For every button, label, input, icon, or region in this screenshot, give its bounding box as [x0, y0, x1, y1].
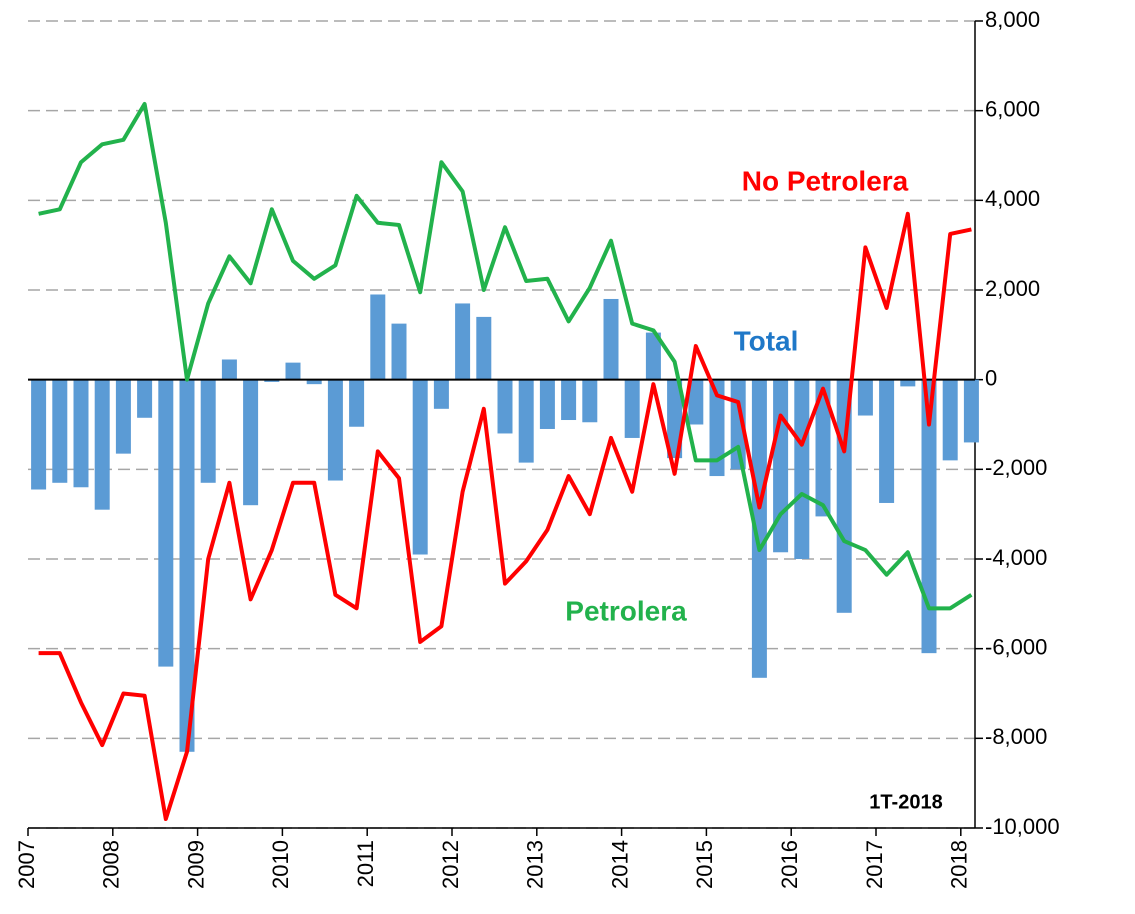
bar — [221, 359, 237, 380]
y-tick-label: 2,000 — [985, 276, 1040, 301]
x-tick-label: 2018 — [947, 840, 972, 889]
annotation: 1T-2018 — [869, 791, 942, 813]
x-tick-label: 2014 — [607, 840, 632, 889]
bar — [667, 379, 683, 459]
x-tick-label: 2015 — [692, 840, 717, 889]
x-tick-label: 2017 — [862, 840, 887, 889]
bar — [412, 379, 428, 555]
series-label: Petrolera — [565, 595, 687, 626]
bar — [179, 379, 195, 752]
x-tick-label: 2010 — [268, 840, 293, 889]
x-tick-label: 2009 — [183, 840, 208, 889]
bar — [115, 379, 131, 454]
bar — [73, 379, 89, 488]
bar — [794, 379, 810, 559]
bar — [391, 323, 407, 380]
bar — [264, 379, 280, 382]
bar — [327, 379, 343, 481]
bar — [306, 379, 322, 385]
bar — [942, 379, 958, 461]
y-tick-label: 6,000 — [985, 96, 1040, 121]
line — [38, 211, 972, 822]
bar — [243, 379, 259, 506]
bar — [370, 294, 386, 380]
bar — [709, 379, 725, 477]
bar — [900, 379, 916, 387]
bar — [518, 379, 534, 463]
bar — [688, 379, 704, 425]
series-label: Total — [734, 325, 799, 356]
x-tick-label: 2011 — [353, 840, 378, 887]
bar — [94, 379, 110, 510]
bar — [624, 379, 640, 438]
bar — [349, 379, 365, 427]
bar — [31, 379, 47, 490]
bar — [645, 332, 661, 380]
bar — [158, 379, 174, 667]
y-tick-label: -4,000 — [985, 545, 1047, 570]
bar — [52, 379, 68, 483]
bar — [539, 379, 555, 429]
bar — [857, 379, 873, 416]
x-tick-label: 2007 — [14, 840, 39, 889]
y-tick-label: 0 — [985, 365, 997, 390]
bar — [497, 379, 513, 434]
line — [38, 101, 973, 611]
bar — [963, 379, 979, 443]
bar — [751, 379, 767, 678]
bar — [815, 379, 831, 517]
bar — [582, 379, 598, 423]
y-tick-label: -6,000 — [985, 634, 1047, 659]
bar — [561, 379, 577, 421]
bar — [455, 303, 471, 380]
bar — [433, 379, 449, 409]
x-tick-label: 2012 — [438, 840, 463, 889]
x-tick-label: 2013 — [523, 840, 548, 889]
y-tick-label: -2,000 — [985, 455, 1047, 480]
y-tick-label: 4,000 — [985, 186, 1040, 211]
bar — [137, 379, 153, 418]
bar — [285, 362, 301, 380]
bar — [879, 379, 895, 503]
y-tick-label: 8,000 — [985, 7, 1040, 32]
series-label: No Petrolera — [742, 165, 909, 196]
bar — [603, 298, 619, 380]
x-tick-label: 2016 — [777, 840, 802, 889]
y-tick-label: -10,000 — [985, 814, 1060, 839]
bar — [921, 379, 937, 654]
x-tick-label: 2008 — [99, 840, 124, 889]
bar — [200, 379, 216, 483]
bar — [476, 316, 492, 380]
y-tick-label: -8,000 — [985, 724, 1047, 749]
